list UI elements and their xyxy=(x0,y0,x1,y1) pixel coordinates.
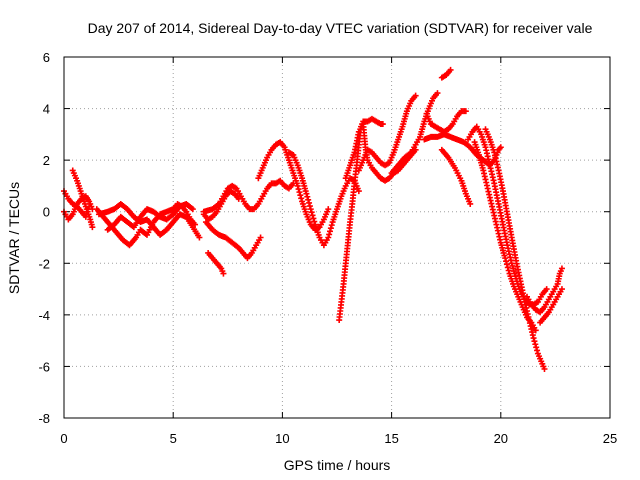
data-point xyxy=(502,255,509,262)
y-tick-label: 4 xyxy=(43,102,50,117)
data-point xyxy=(533,344,540,351)
data-point xyxy=(505,267,512,274)
data-point xyxy=(308,209,315,216)
data-point xyxy=(412,92,419,99)
data-point xyxy=(305,196,312,203)
y-axis-label: SDTVAR / TECUs xyxy=(6,182,22,294)
series-arc10 xyxy=(255,139,332,233)
y-tick-label: -6 xyxy=(38,359,50,374)
data-point xyxy=(304,193,311,200)
data-point xyxy=(298,195,305,202)
data-point xyxy=(503,261,510,268)
series-arc22 xyxy=(482,126,548,373)
data-point xyxy=(328,222,335,229)
data-point xyxy=(531,338,538,345)
y-tick-label: 2 xyxy=(43,153,50,168)
data-point xyxy=(327,225,334,232)
data-point xyxy=(235,195,242,202)
x-tick-label: 0 xyxy=(60,431,67,446)
data-point xyxy=(295,186,302,193)
data-point xyxy=(303,190,310,197)
data-point xyxy=(543,286,550,293)
series-arc17 xyxy=(438,66,454,81)
data-point xyxy=(257,234,264,241)
data-point xyxy=(327,228,334,235)
series-arc12 xyxy=(336,115,386,324)
series-arc16 xyxy=(423,108,469,135)
data-point xyxy=(467,200,474,207)
data-point xyxy=(310,215,317,222)
data-point xyxy=(189,206,196,213)
data-point xyxy=(503,258,510,265)
data-point xyxy=(497,144,504,151)
series-arc13 xyxy=(342,121,419,184)
data-point xyxy=(311,218,318,225)
series-arc6 xyxy=(104,200,196,233)
data-point xyxy=(307,206,314,213)
data-point xyxy=(196,234,203,241)
y-tick-label: -8 xyxy=(38,411,50,426)
data-point xyxy=(558,286,565,293)
data-point xyxy=(379,121,386,128)
chart-title: Day 207 of 2014, Sidereal Day-to-day VTE… xyxy=(88,20,593,36)
data-point xyxy=(86,198,93,205)
data-point xyxy=(309,212,316,219)
data-point xyxy=(530,335,537,342)
y-tick-label: 0 xyxy=(43,205,50,220)
series-arc24 xyxy=(537,286,565,326)
data-point xyxy=(434,90,441,97)
data-point xyxy=(306,199,313,206)
grid xyxy=(64,57,610,418)
y-tick-label: 6 xyxy=(43,50,50,65)
x-axis-label: GPS time / hours xyxy=(284,457,391,473)
y-tick-label: -4 xyxy=(38,308,50,323)
series-arc14 xyxy=(355,92,419,174)
data-point xyxy=(541,366,548,373)
data-point xyxy=(532,341,539,348)
series-arc19 xyxy=(438,146,474,207)
data-point xyxy=(534,347,541,354)
series-arc8 xyxy=(205,249,227,277)
data-points xyxy=(61,66,565,373)
x-tick-label: 15 xyxy=(384,431,398,446)
data-point xyxy=(294,182,301,189)
series-arc15 xyxy=(388,90,441,177)
data-point xyxy=(504,264,511,271)
data-point xyxy=(532,327,539,334)
data-point xyxy=(89,224,96,231)
data-point xyxy=(306,203,313,210)
x-axis-ticks: 0 5 10 15 20 25 xyxy=(60,57,617,446)
y-axis-ticks: -8 -6 -4 -2 0 2 4 6 xyxy=(38,50,610,426)
data-point xyxy=(558,265,565,272)
data-point xyxy=(462,108,469,115)
series-arc25 xyxy=(200,188,242,223)
data-point xyxy=(355,188,362,195)
data-point xyxy=(326,231,333,238)
y-tick-label: -2 xyxy=(38,256,50,271)
x-tick-label: 10 xyxy=(275,431,289,446)
series-arc23 xyxy=(524,265,565,316)
data-point xyxy=(325,234,332,241)
data-point xyxy=(296,189,303,196)
x-tick-label: 5 xyxy=(170,431,177,446)
data-point xyxy=(297,192,304,199)
series-arc21 xyxy=(471,139,539,334)
series-arc3 xyxy=(69,167,96,231)
plot-frame xyxy=(63,56,611,419)
series-arc11 xyxy=(285,149,362,249)
series-arc7 xyxy=(202,219,264,262)
data-point xyxy=(325,206,332,213)
data-point xyxy=(220,270,227,277)
x-tick-label: 20 xyxy=(494,431,508,446)
data-point xyxy=(447,66,454,73)
x-tick-label: 25 xyxy=(603,431,617,446)
